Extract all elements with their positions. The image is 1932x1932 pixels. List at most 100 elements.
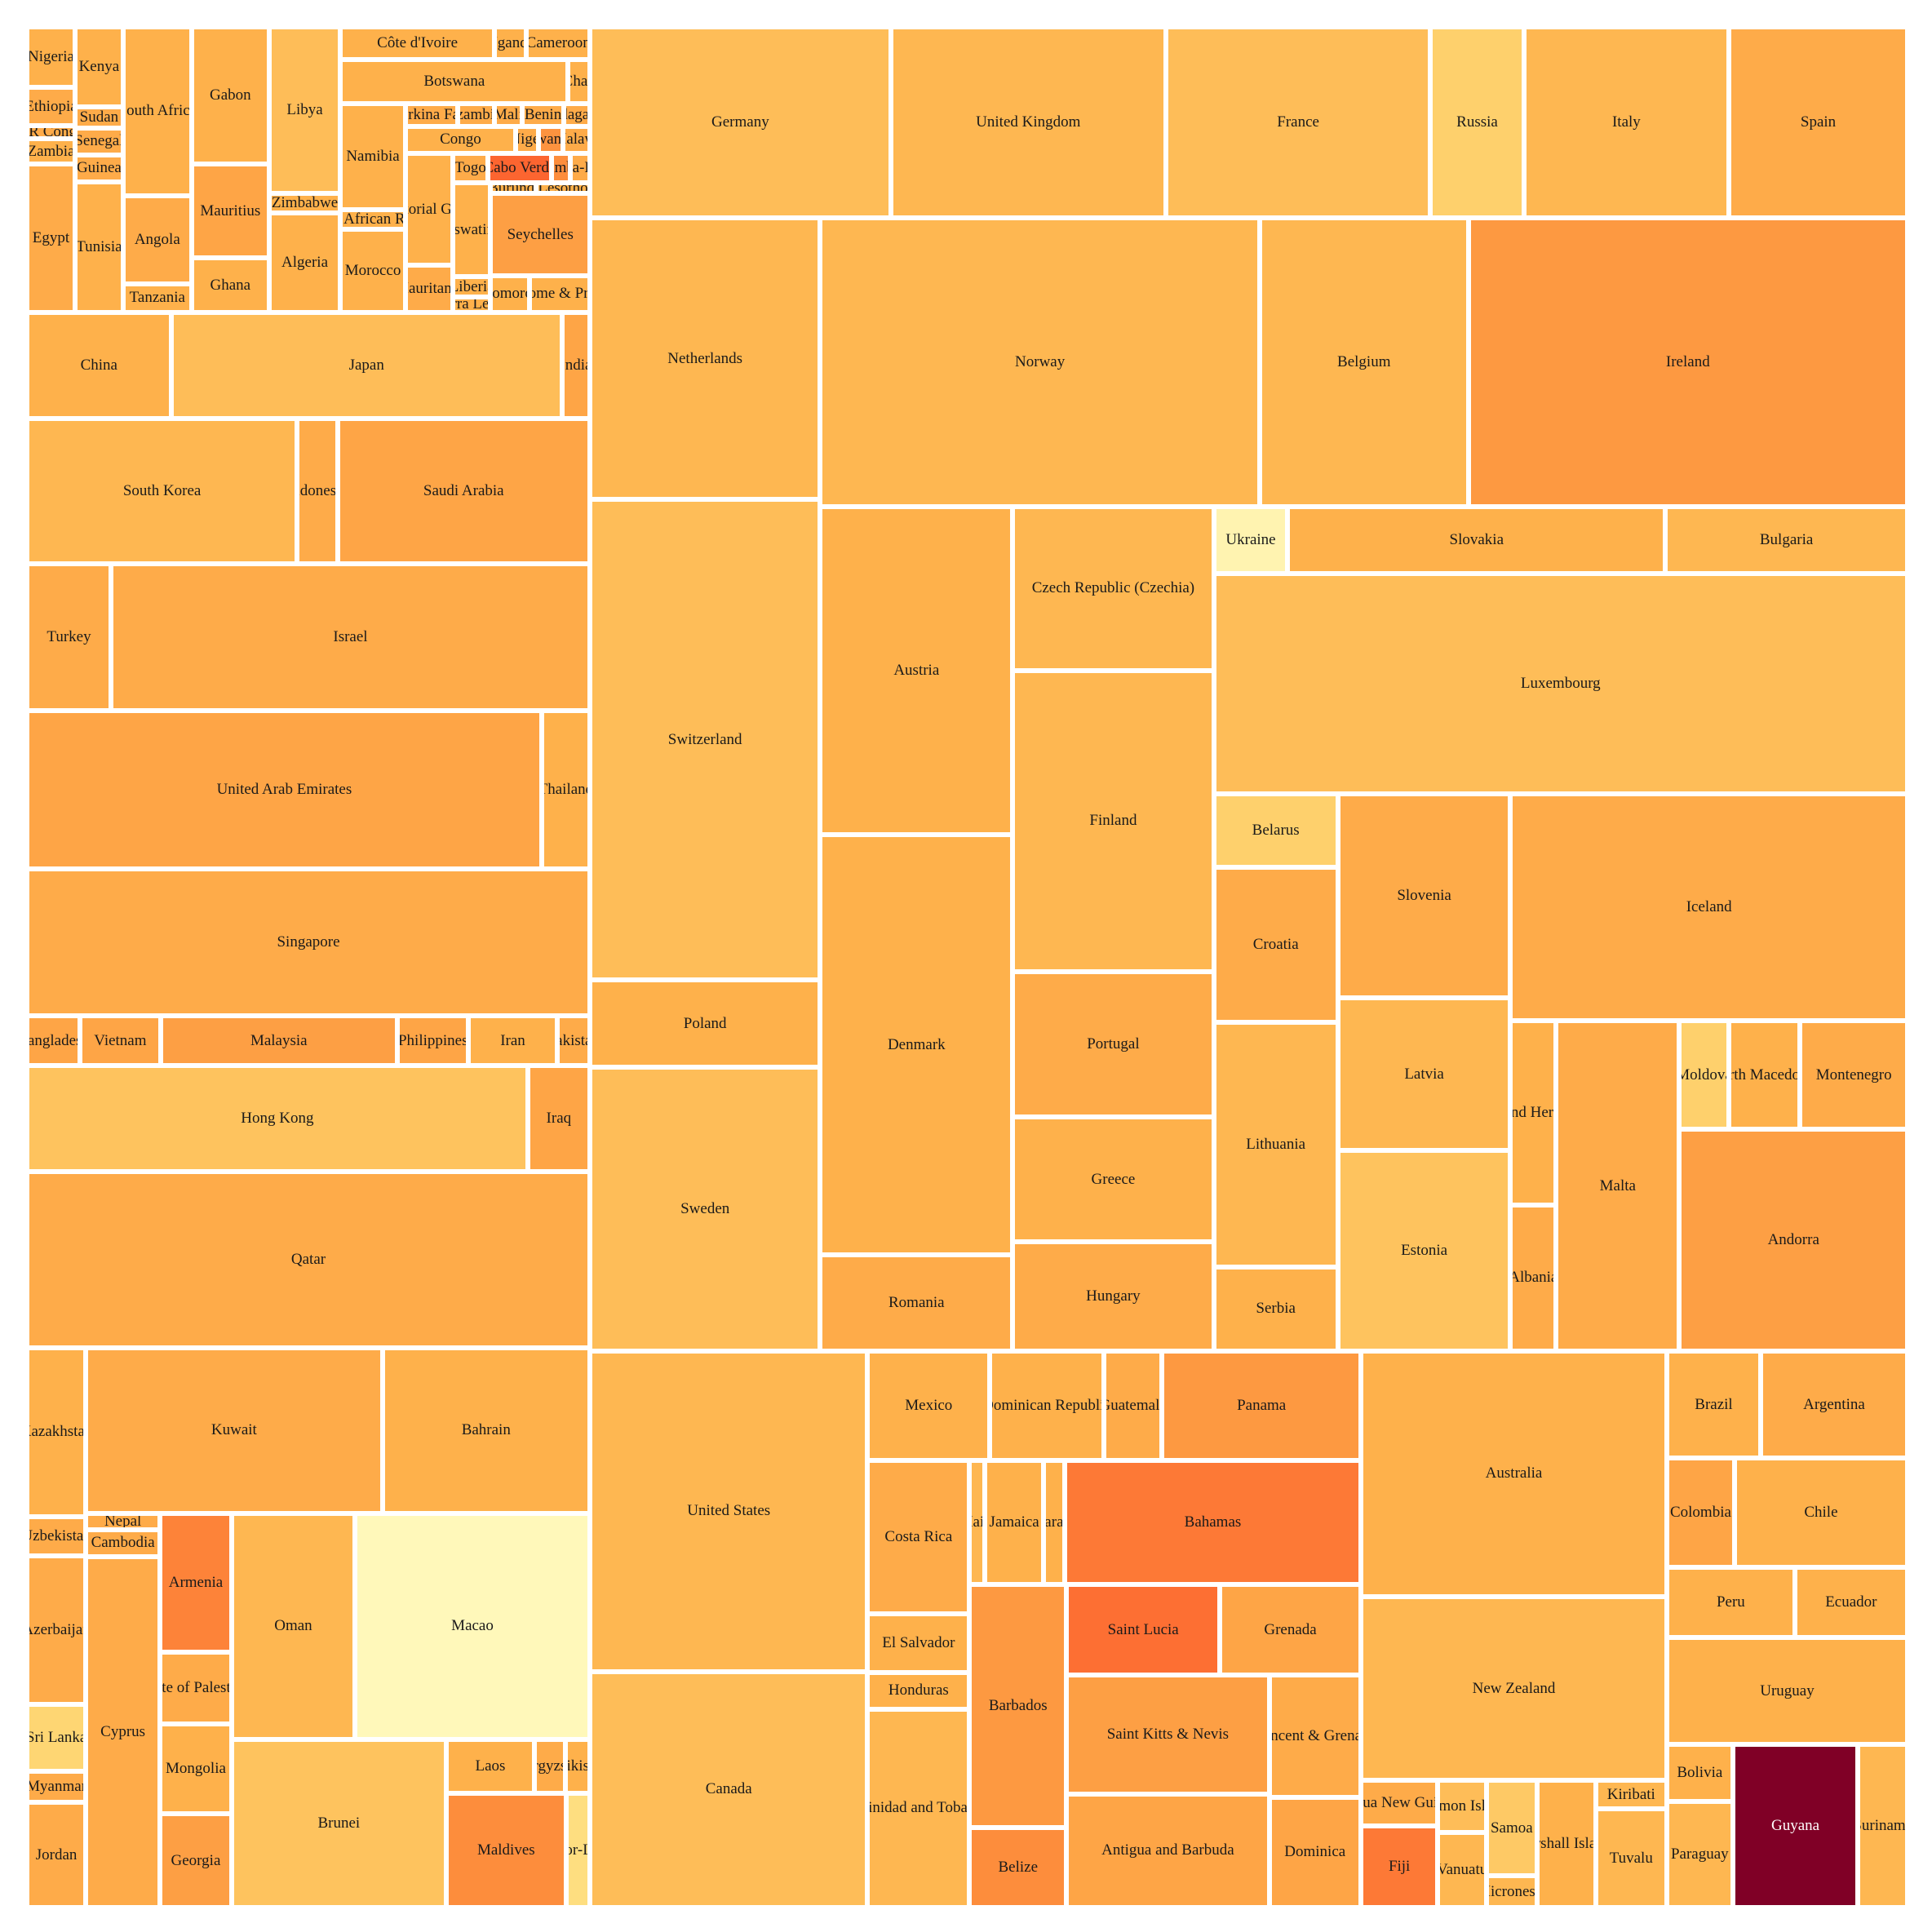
treemap-cell-label: Canada [705,1780,752,1798]
treemap-cell: Burkina Faso [405,104,459,126]
treemap-cell-label: Botswana [423,73,485,91]
treemap-cell-label: Cambodia [91,1534,155,1552]
treemap-cell: France [1165,27,1431,219]
treemap-cell-label: Slovakia [1449,531,1504,549]
treemap-cell-label: Belize [998,1858,1039,1876]
treemap-cell: Mozambique [458,104,494,126]
treemap-cell: Uruguay [1667,1637,1908,1745]
treemap-cell-label: Uruguay [1760,1682,1815,1699]
treemap-cell: Togo [452,153,489,184]
treemap-cell-label: Côte d'Ivoire [377,34,459,52]
treemap-cell-label: Maldives [476,1841,535,1859]
treemap-cell: Turkey [27,563,111,711]
treemap-cell-label: Honduras [888,1682,949,1699]
treemap-cell: Saint Lucia [1066,1584,1221,1676]
treemap-cell-label: Libya [286,101,323,119]
treemap-cell: Kyrgyzstan [534,1739,565,1793]
treemap-cell: United Arab Emirates [27,711,542,869]
treemap-cell: Seychelles [490,193,590,276]
treemap-cell-label: Jordan [35,1846,78,1863]
treemap-cell-label: Thailand [544,781,587,799]
treemap-cell: Georgia [160,1814,232,1908]
treemap-cell-label: Azerbaijan [29,1621,83,1639]
treemap-cell-label: Ecuador [1825,1593,1877,1611]
treemap-cell: Paraguay [1667,1801,1733,1908]
treemap-cell: Laos [445,1739,535,1793]
treemap-cell: South Korea [27,418,298,564]
treemap-cell: Argentina [1761,1351,1908,1459]
treemap-cell-label: Comoros [492,285,527,303]
treemap-cell-label: Mali [494,105,523,123]
treemap-cell: Dominican Republic [990,1351,1104,1461]
treemap-cell: Lithuania [1213,1021,1338,1267]
treemap-cell: Belarus [1213,794,1338,867]
treemap-cell-label: Singapore [277,933,340,950]
treemap-cell-label: Brunei [317,1814,361,1832]
treemap-cell-label: Central African Republic [343,210,405,228]
treemap-cell: Congo [405,126,516,153]
treemap-cell-label: Mauritania [408,280,452,298]
treemap-cell: Hungary [1013,1241,1214,1351]
treemap-cell-label: Angola [134,230,180,248]
treemap-cell: Ireland [1468,218,1908,507]
treemap-cell-label: Macao [451,1617,494,1635]
treemap-cell-label: Samoa [1490,1819,1533,1837]
treemap-cell-label: Austria [893,662,940,680]
treemap-cell: Germany [590,27,891,219]
treemap-cell: Serbia [1213,1266,1338,1351]
treemap-cell: Kuwait [86,1347,383,1513]
treemap-cell-label: Estonia [1401,1242,1448,1260]
treemap-cell: Tanzania [122,283,192,312]
treemap-cell: Sierra Leone [452,296,491,312]
treemap-cell: Macao [355,1513,590,1739]
treemap-cell-label: Nigeria [27,47,74,65]
treemap-cell: Fiji [1361,1826,1438,1908]
treemap-cell-label: Iraq [546,1110,572,1128]
treemap-cell: Czech Republic (Czechia) [1013,507,1214,671]
treemap-cell-label: Equatorial Guinea [408,200,452,218]
treemap-cell-label: Burkina Faso [408,105,455,123]
treemap-cell-label: Slovenia [1397,887,1451,905]
treemap-cell-label: Qatar [290,1251,326,1269]
treemap-cell-label: Micronesia [1489,1882,1535,1900]
treemap-cell-label: Malta [1599,1176,1636,1194]
treemap-cell-label: Israel [333,628,368,646]
treemap-cell: Croatia [1213,866,1338,1022]
treemap-cell: Rwanda [538,126,563,153]
treemap-cell-label: Uzbekistan [29,1527,84,1544]
treemap-cell-label: Malaysia [250,1031,308,1049]
treemap-cell-label: Ethiopia [27,97,75,115]
treemap-cell: Guatemala [1103,1351,1163,1461]
treemap-cell-label: Hong Kong [241,1110,314,1128]
treemap-cell: Equatorial Guinea [405,153,453,266]
treemap-cell: Jamaica [985,1460,1044,1585]
treemap-cell-label: Egypt [32,229,70,247]
treemap-cell-label: Tanzania [129,289,185,307]
treemap-cell-label: South Korea [122,481,202,499]
treemap-cell: Sudan [74,106,123,128]
treemap-cell-label: Greece [1091,1170,1136,1188]
treemap-cell-label: Bulgaria [1759,531,1814,549]
treemap-cell: Indonesia [297,418,338,564]
treemap-cell: Mauritania [405,265,453,312]
treemap-cell-label: Timor-Leste [565,1841,587,1859]
treemap-cell-label: Togo [454,159,486,177]
treemap-cell-label: Croatia [1252,935,1299,953]
treemap-cell-label: Czech Republic (Czechia) [1031,579,1195,597]
treemap-cell-label: Colombia [1669,1504,1731,1522]
treemap-cell: Latvia [1337,998,1511,1151]
treemap-cell: Kiribati [1595,1780,1667,1810]
treemap-cell: Sri Lanka [27,1704,86,1772]
treemap-cell-label: Guyana [1771,1817,1820,1835]
treemap-cell-label: Panama [1237,1397,1287,1415]
treemap-cell: Nepal [86,1513,161,1530]
treemap-cell: Côte d'Ivoire [340,27,494,60]
treemap-cell: Guinea-Bissau [570,153,590,184]
treemap-cell: Sweden [590,1067,821,1351]
treemap-cell-label: Kenya [78,57,120,75]
treemap-cell: Egypt [27,164,75,312]
treemap-cell-label: Saudi Arabia [423,481,504,499]
treemap-cell-label: Mongolia [166,1760,226,1778]
treemap-cell: Philippines [397,1016,469,1066]
treemap-cell-label: Senegal [74,132,123,150]
